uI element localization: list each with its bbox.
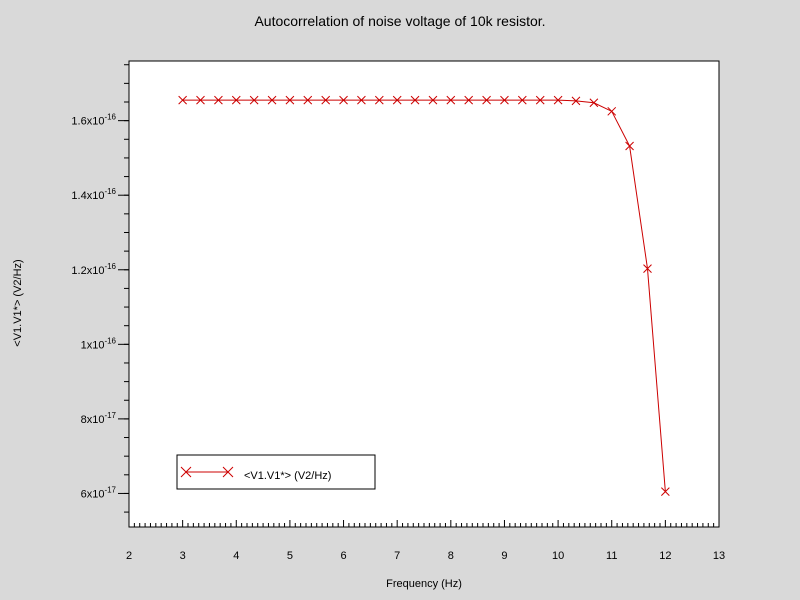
- axes: 2 3 4 5 6 7 8 9 10 11 12 13 6x10-17 8x10-17 1x10-16 1.2…: [71, 64, 725, 562]
- plot-area: [128, 60, 720, 528]
- data-point: [661, 487, 670, 496]
- data-point: [571, 96, 581, 106]
- data-point: [589, 98, 599, 108]
- x-tick-label: 6: [340, 550, 346, 562]
- data-point: [303, 95, 313, 105]
- y-tick-label: 6x10-17: [81, 485, 117, 500]
- data-point: [214, 95, 223, 105]
- data-point: [410, 95, 420, 105]
- data-point: [285, 95, 295, 105]
- data-point: [607, 106, 617, 116]
- legend: <V1.V1*> (V2/Hz): [176, 454, 376, 490]
- y-tick-label: 8x10-17: [81, 411, 117, 426]
- data-point: [643, 264, 652, 274]
- data-point: [357, 95, 366, 105]
- data-point: [553, 95, 563, 105]
- x-tick-label: 13: [713, 550, 725, 562]
- series-layer: [178, 95, 670, 496]
- data-point: [231, 95, 241, 105]
- x-tick-label: 3: [180, 550, 186, 562]
- y-tick-label: 1.4x10-16: [71, 187, 116, 202]
- x-tick-label: 4: [233, 550, 239, 562]
- data-point: [249, 95, 259, 105]
- data-point: [392, 95, 402, 105]
- data-point: [321, 95, 331, 105]
- legend-markers: [180, 466, 234, 478]
- data-point: [517, 95, 527, 105]
- data-point: [374, 95, 384, 105]
- data-point: [196, 95, 205, 105]
- x-tick-label: 5: [287, 550, 293, 562]
- data-point: [339, 95, 348, 105]
- legend-marker: [180, 466, 192, 478]
- data-point: [464, 95, 474, 105]
- series-line: [182, 99, 666, 492]
- x-tick-label: 12: [659, 550, 671, 562]
- data-point: [428, 95, 438, 105]
- y-tick-label: 1.2x10-16: [71, 262, 116, 277]
- x-axis-label: Frequency (Hz): [386, 578, 462, 590]
- data-point: [267, 95, 277, 105]
- legend-marker: [222, 466, 234, 478]
- data-point: [625, 141, 634, 151]
- data-point: [535, 95, 545, 105]
- x-tick-label: 11: [606, 550, 617, 562]
- x-tick-label: 10: [552, 550, 564, 562]
- y-axis-label: <V1.V1*> (V2/Hz): [12, 259, 24, 346]
- legend-label: <V1.V1*> (V2/Hz): [244, 470, 331, 482]
- data-point: [482, 95, 491, 105]
- data-point: [446, 95, 456, 105]
- x-tick-label: 2: [126, 550, 132, 562]
- y-tick-label: 1.6x10-16: [71, 113, 116, 128]
- x-tick-label: 9: [501, 550, 507, 562]
- data-point: [178, 95, 187, 105]
- y-tick-label: 1x10-16: [81, 336, 117, 351]
- x-tick-label: 8: [448, 550, 454, 562]
- chart-title: Autocorrelation of noise voltage of 10k …: [254, 13, 545, 29]
- x-tick-label: 7: [394, 550, 400, 562]
- data-point: [500, 95, 509, 105]
